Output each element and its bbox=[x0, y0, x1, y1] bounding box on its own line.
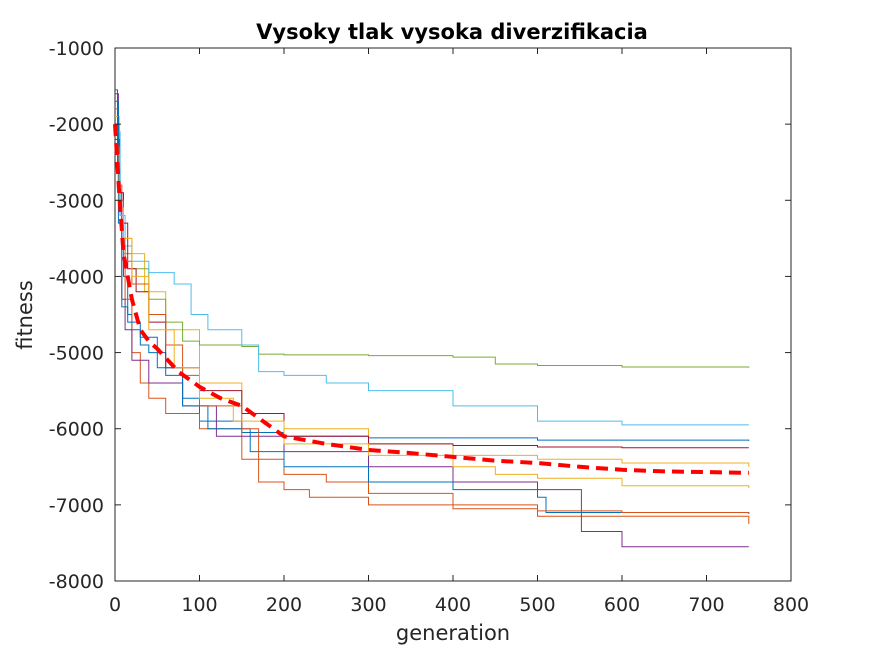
y-tick-label: -4000 bbox=[49, 266, 104, 288]
x-tick-label: 800 bbox=[773, 594, 809, 616]
x-tick-label: 300 bbox=[350, 594, 386, 616]
plot-area bbox=[114, 47, 792, 582]
x-tick-label: 700 bbox=[688, 594, 724, 616]
y-tick-label: -3000 bbox=[49, 190, 104, 212]
mean-fitness-line bbox=[113, 123, 749, 475]
x-tick-label: 500 bbox=[519, 594, 555, 616]
series-line-8 bbox=[115, 100, 750, 514]
y-tick-label: -6000 bbox=[49, 419, 104, 441]
y-axis-label: fitness bbox=[13, 280, 37, 350]
y-tick-label: -2000 bbox=[49, 114, 104, 136]
x-tick-label: 0 bbox=[109, 594, 121, 616]
series-layer bbox=[113, 89, 750, 548]
x-tick-label: 200 bbox=[266, 594, 302, 616]
y-tick-label: -1000 bbox=[49, 38, 104, 60]
y-tick-label: -5000 bbox=[49, 343, 104, 365]
x-axis-label: generation bbox=[396, 621, 510, 645]
y-tick-label: -7000 bbox=[49, 495, 104, 517]
chart-title: Vysoky tlak vysoka diverzifikacia bbox=[256, 20, 648, 44]
x-tick-label: 400 bbox=[435, 594, 471, 616]
y-tick-label: -8000 bbox=[49, 571, 104, 593]
series-line-4 bbox=[115, 93, 749, 548]
series-line-10 bbox=[115, 154, 750, 489]
ticks-layer: 0 100 200 300 400 500 600 700 800 -1000 -2000 -3000… bbox=[49, 38, 809, 616]
x-tick-label: 600 bbox=[604, 594, 640, 616]
x-tick-label: 100 bbox=[181, 594, 217, 616]
plot-frame bbox=[114, 47, 792, 582]
